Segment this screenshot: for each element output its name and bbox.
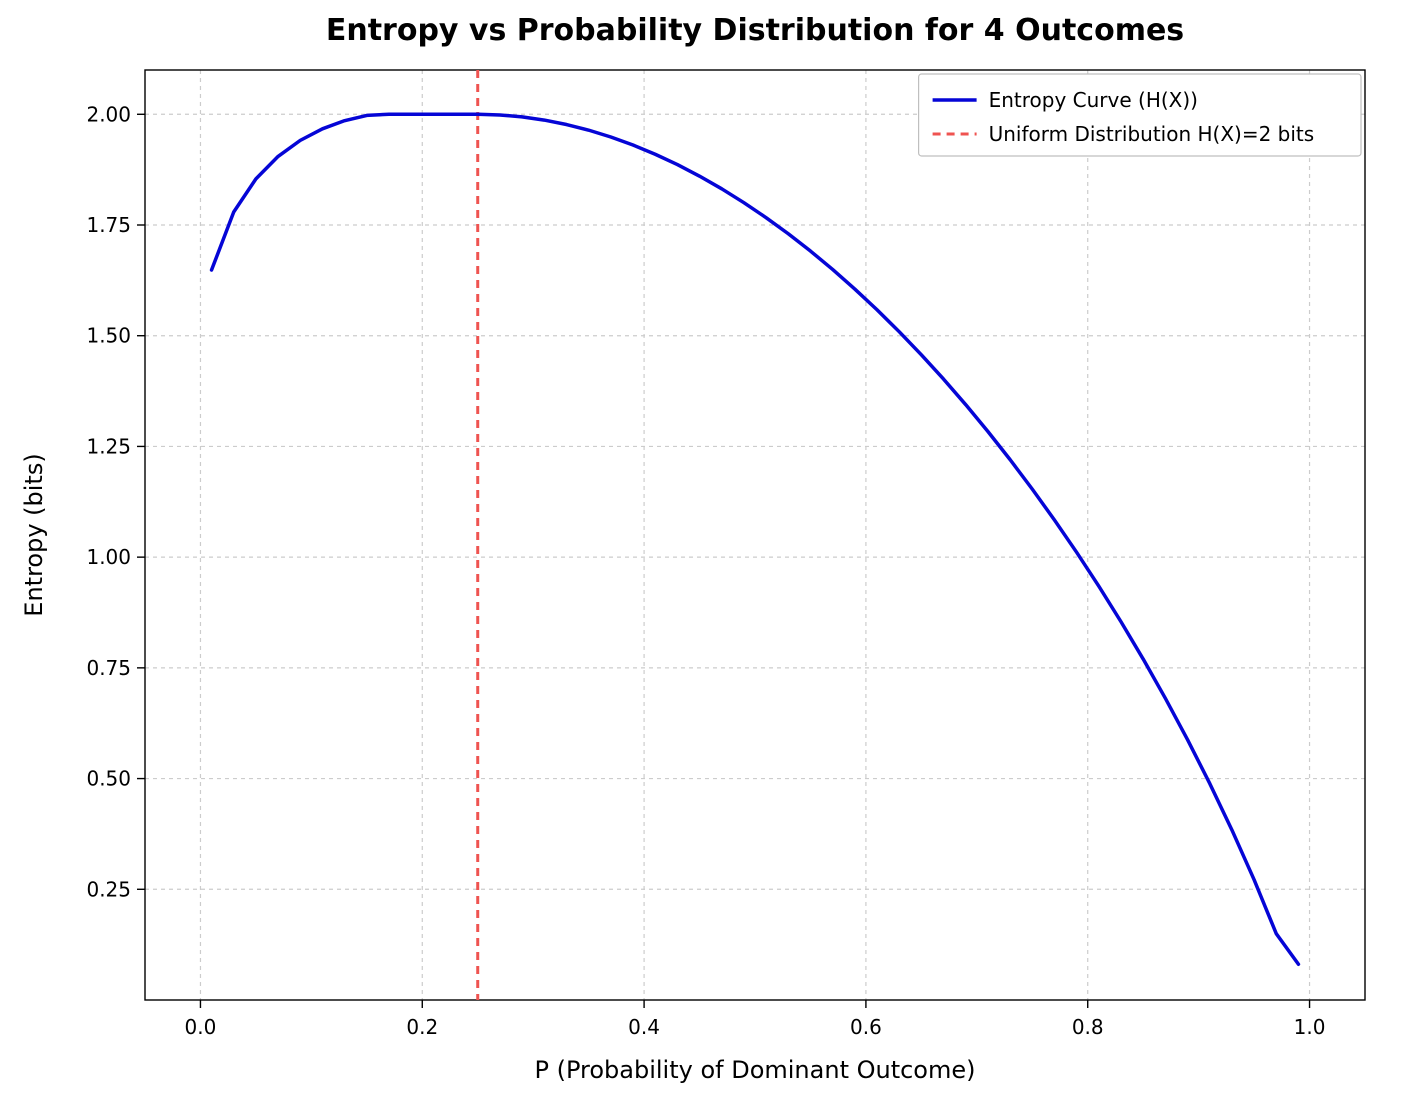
- legend-entry-label: Uniform Distribution H(X)=2 bits: [989, 122, 1315, 146]
- legend: Entropy Curve (H(X)) Uniform Distribution…: [919, 74, 1361, 156]
- chart-svg: Entropy vs Probability Distribution for …: [0, 0, 1408, 1097]
- x-tick-label: 0.4: [628, 1015, 660, 1039]
- legend-entry-label: Entropy Curve (H(X)): [989, 88, 1198, 112]
- x-tick-label: 0.8: [1072, 1015, 1104, 1039]
- x-tick-label: 0.0: [185, 1015, 217, 1039]
- x-tick-label: 1.0: [1294, 1015, 1326, 1039]
- x-axis-label: P (Probability of Dominant Outcome): [535, 1056, 976, 1084]
- entropy-curve: [212, 114, 1299, 964]
- y-tick-label: 1.50: [86, 324, 131, 348]
- x-ticks: 0.0 0.2 0.4 0.6 0.8 1.0: [185, 1000, 1326, 1039]
- y-tick-label: 0.75: [86, 656, 131, 680]
- y-tick-label: 1.25: [86, 434, 131, 458]
- y-ticks: 0.25 0.50 0.75 1.00 1.25 1.50 1.75 2.00: [86, 102, 145, 901]
- y-tick-label: 0.25: [86, 877, 131, 901]
- y-tick-label: 0.50: [86, 767, 131, 791]
- entropy-chart: Entropy vs Probability Distribution for …: [0, 0, 1408, 1097]
- chart-title: Entropy vs Probability Distribution for …: [326, 13, 1184, 48]
- x-tick-label: 0.2: [406, 1015, 438, 1039]
- y-axis-label: Entropy (bits): [20, 453, 48, 616]
- x-tick-label: 0.6: [850, 1015, 882, 1039]
- y-tick-label: 1.75: [86, 213, 131, 237]
- y-tick-label: 2.00: [86, 102, 131, 126]
- y-tick-label: 1.00: [86, 545, 131, 569]
